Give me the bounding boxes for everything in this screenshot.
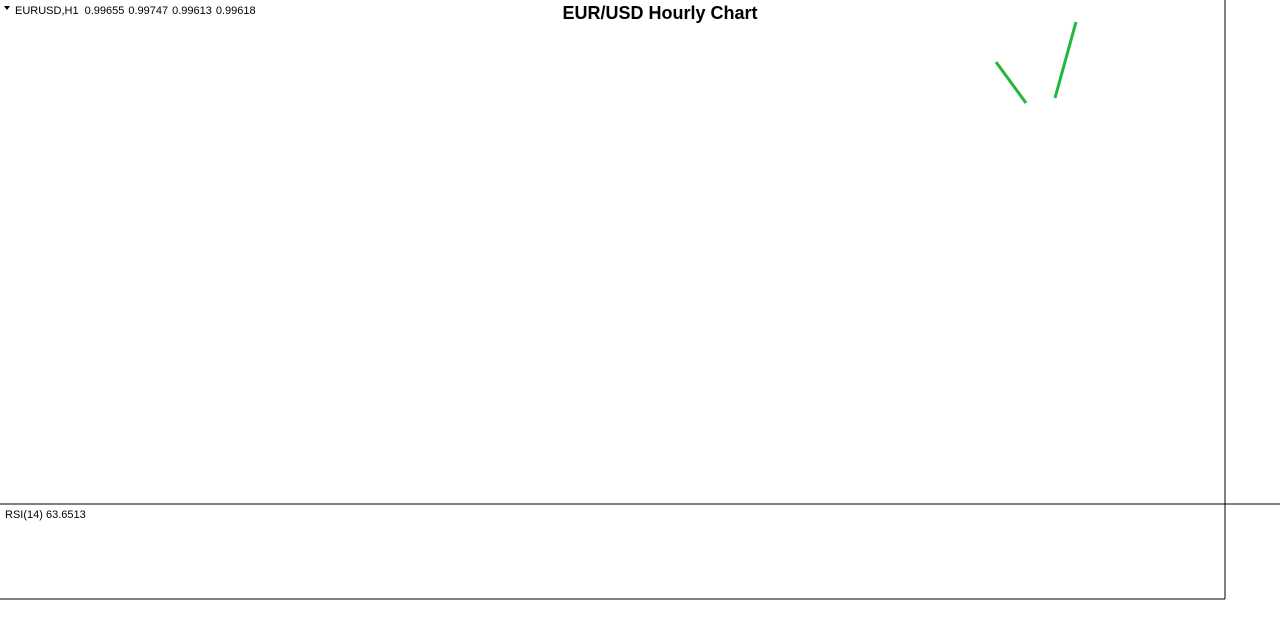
symbol: EURUSD,H1 xyxy=(15,5,79,17)
header-high: 0.99747 xyxy=(128,5,168,17)
header-arrow xyxy=(4,6,10,10)
projection-arrow xyxy=(1053,21,1078,99)
text-layer: EUR/USD Hourly Chart EURUSD,H1 0.99655 0.9… xyxy=(5,3,758,521)
projection-arrow xyxy=(994,61,1028,104)
rsi-title: RSI(14) 63.6513 xyxy=(5,509,86,521)
header-open: 0.99655 xyxy=(85,5,125,17)
header-low: 0.99613 xyxy=(172,5,212,17)
chart-title: EUR/USD Hourly Chart xyxy=(562,3,757,23)
header: EURUSD,H1 0.99655 0.99747 0.99613 0.99618 xyxy=(15,5,256,17)
header-close: 0.99618 xyxy=(216,5,256,17)
